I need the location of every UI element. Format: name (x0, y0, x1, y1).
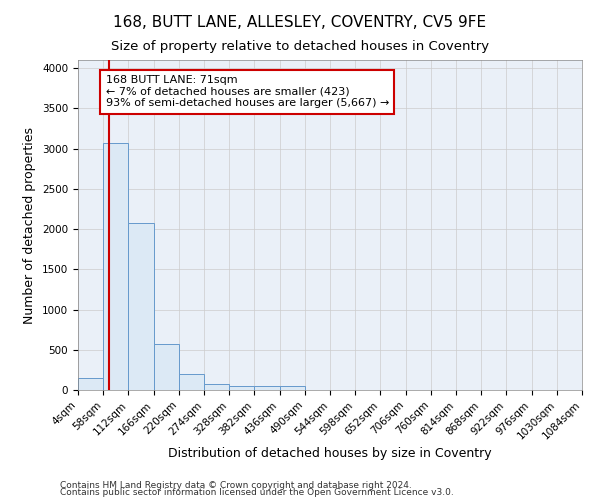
Text: 168 BUTT LANE: 71sqm
← 7% of detached houses are smaller (423)
93% of semi-detac: 168 BUTT LANE: 71sqm ← 7% of detached ho… (106, 76, 389, 108)
Text: 168, BUTT LANE, ALLESLEY, COVENTRY, CV5 9FE: 168, BUTT LANE, ALLESLEY, COVENTRY, CV5 … (113, 15, 487, 30)
Y-axis label: Number of detached properties: Number of detached properties (23, 126, 37, 324)
Text: Contains HM Land Registry data © Crown copyright and database right 2024.: Contains HM Land Registry data © Crown c… (60, 480, 412, 490)
Bar (254, 386, 280, 390)
Text: Size of property relative to detached houses in Coventry: Size of property relative to detached ho… (111, 40, 489, 53)
Bar (128, 224, 154, 390)
Bar (78, 378, 103, 390)
X-axis label: Distribution of detached houses by size in Coventry: Distribution of detached houses by size … (168, 446, 492, 460)
Bar (204, 384, 229, 390)
Bar (280, 386, 305, 390)
Bar (103, 143, 128, 390)
Text: Contains public sector information licensed under the Open Government Licence v3: Contains public sector information licen… (60, 488, 454, 497)
Bar (229, 386, 254, 390)
Bar (179, 374, 204, 390)
Bar (154, 344, 179, 390)
